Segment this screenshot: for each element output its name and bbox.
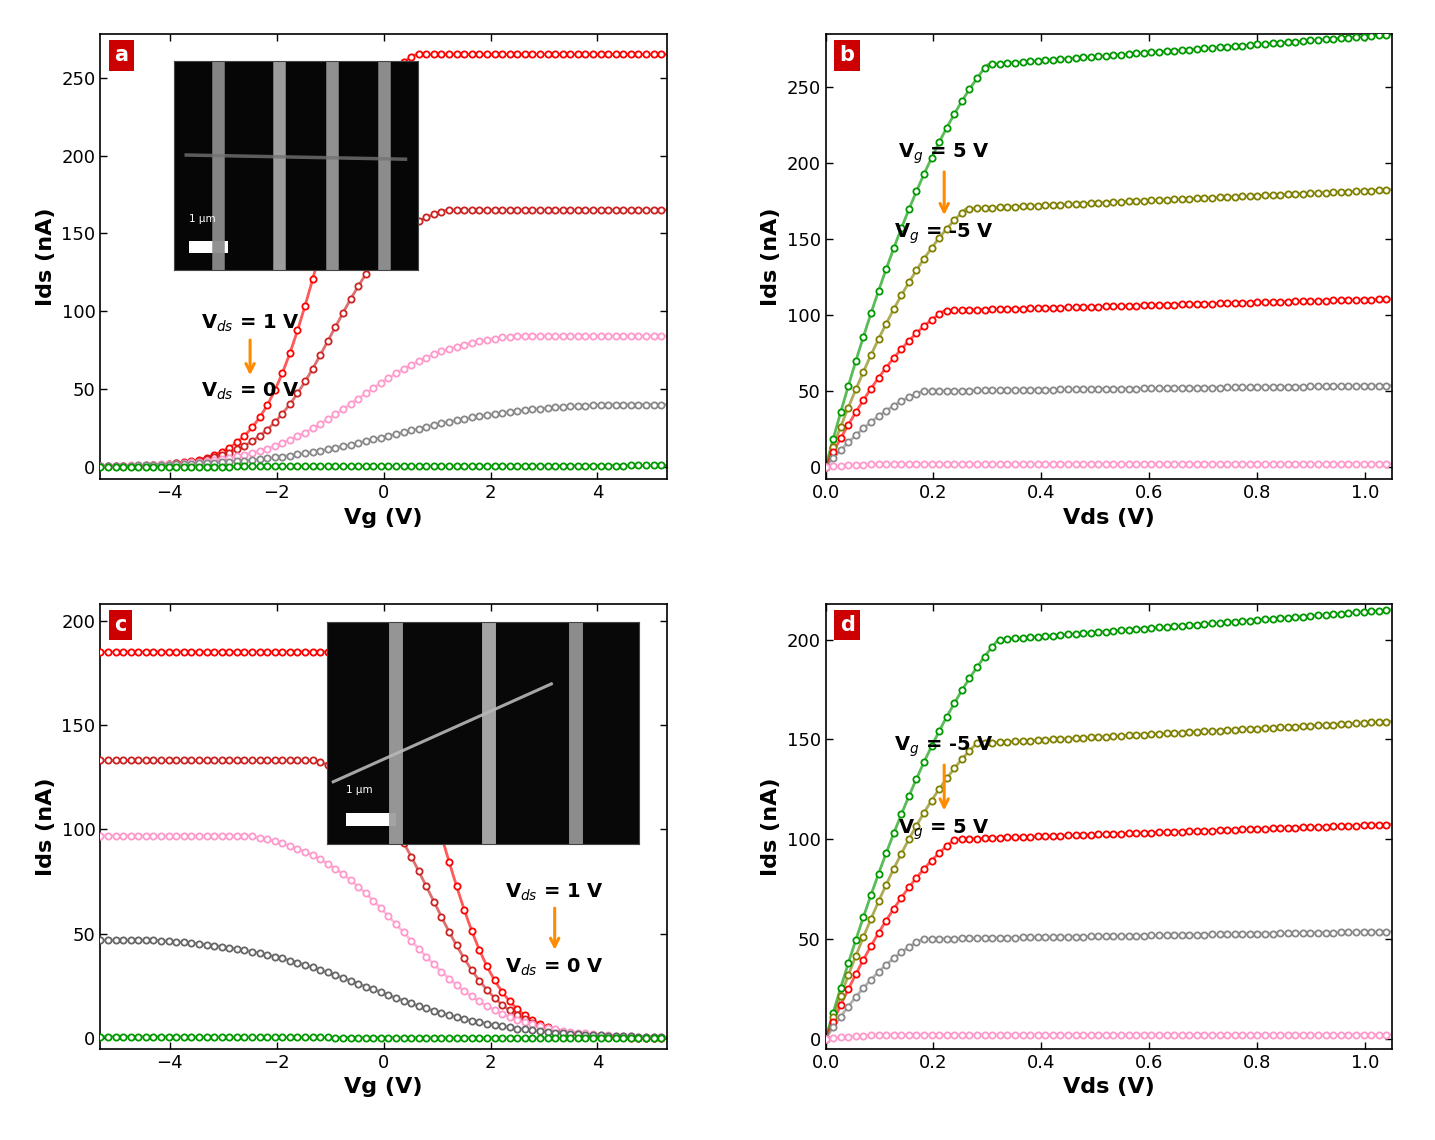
X-axis label: Vg (V): Vg (V)	[344, 1077, 423, 1097]
Text: c: c	[115, 614, 126, 635]
Text: d: d	[839, 614, 854, 635]
Text: V$_g$ = 5 V: V$_g$ = 5 V	[898, 817, 990, 841]
X-axis label: Vds (V): Vds (V)	[1063, 1077, 1155, 1097]
Text: V$_g$ = 5 V: V$_g$ = 5 V	[898, 141, 990, 212]
Y-axis label: Ids (nA): Ids (nA)	[761, 777, 781, 876]
Text: V$_{ds}$ = 0 V: V$_{ds}$ = 0 V	[201, 381, 300, 402]
Text: V$_g$ = -5 V: V$_g$ = -5 V	[894, 735, 994, 807]
Y-axis label: Ids (nA): Ids (nA)	[761, 207, 781, 306]
Y-axis label: Ids (nA): Ids (nA)	[36, 777, 56, 876]
Text: b: b	[839, 46, 855, 65]
Text: V$_g$ = -5 V: V$_g$ = -5 V	[894, 221, 994, 245]
Text: V$_{ds}$ = 1 V: V$_{ds}$ = 1 V	[505, 881, 604, 946]
Y-axis label: Ids (nA): Ids (nA)	[36, 207, 56, 306]
X-axis label: Vds (V): Vds (V)	[1063, 507, 1155, 528]
Text: V$_{ds}$ = 0 V: V$_{ds}$ = 0 V	[505, 956, 604, 978]
X-axis label: Vg (V): Vg (V)	[344, 507, 423, 528]
Text: a: a	[115, 46, 129, 65]
Text: V$_{ds}$ = 1 V: V$_{ds}$ = 1 V	[201, 314, 300, 372]
